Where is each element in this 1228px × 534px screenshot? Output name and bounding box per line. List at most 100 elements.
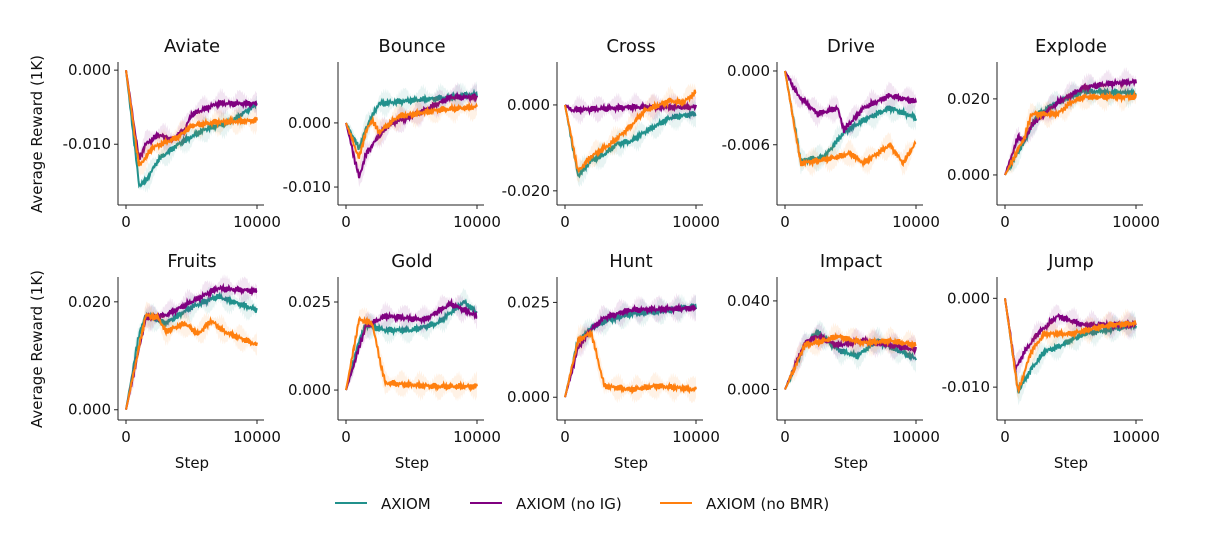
x-tick-label: 0	[121, 428, 131, 446]
subplot-explode: 0 10000 0.020 0.000 Explode	[947, 36, 1160, 231]
y-tick-label: 0.000	[288, 114, 331, 132]
std-band-2	[1005, 82, 1136, 175]
legend-label-1: AXIOM (no IG)	[516, 495, 622, 513]
y-tick-label: 0.000	[68, 61, 111, 79]
subplot-title: Drive	[827, 36, 875, 57]
subplot-title: Gold	[391, 251, 432, 272]
y-tick-label: 0.025	[288, 293, 331, 311]
x-axis-label: Step	[614, 454, 648, 472]
subplot-fruits: 0 10000 0.020 0.000 Fruits Step	[68, 251, 281, 472]
y-tick-label: -0.010	[942, 378, 990, 396]
x-tick-label: 0	[780, 213, 790, 231]
x-tick-label: 10000	[453, 428, 501, 446]
y-tick-label: 0.000	[507, 388, 550, 406]
std-band-2	[565, 83, 696, 183]
series-line-axiom-no-bmr	[125, 70, 258, 167]
x-tick-label: 0	[1000, 428, 1010, 446]
subplot-hunt: 0 10000 0.025 0.000 Hunt Step	[507, 251, 720, 472]
x-axis-label: Step	[395, 454, 429, 472]
std-band-0	[1005, 298, 1136, 406]
series-line-axiom-no-ig	[1004, 77, 1137, 176]
y-tick-label: -0.010	[63, 135, 111, 153]
subplot-title: Fruits	[167, 251, 216, 272]
series-line-axiom-no-bmr	[125, 311, 258, 410]
y-tick-label: -0.006	[722, 136, 770, 154]
subplot-bounce: 0 10000 0.000 -0.010 Bounce	[283, 36, 501, 231]
subplot-title: Impact	[820, 251, 882, 272]
y-tick-label: 0.000	[727, 62, 770, 80]
series-line-axiom-no-bmr	[345, 101, 478, 160]
std-band-2	[565, 324, 696, 404]
x-tick-label: 0	[780, 428, 790, 446]
x-tick-label: 0	[341, 213, 351, 231]
std-band-0	[565, 293, 696, 398]
series-line-axiom	[125, 70, 258, 189]
y-tick-label: 0.020	[947, 90, 990, 108]
series-line-axiom-no-bmr	[1004, 298, 1137, 394]
subplot-title: Explode	[1035, 36, 1107, 57]
x-axis-label: Step	[834, 454, 868, 472]
y-tick-label: 0.000	[947, 289, 990, 307]
series-line-axiom-no-ig	[564, 100, 697, 116]
legend-label-2: AXIOM (no BMR)	[706, 495, 829, 513]
subplot-drive: 0 10000 0.000 -0.006 Drive	[722, 36, 940, 231]
series-line-axiom-no-ig	[125, 70, 258, 160]
y-tick-label: 0.025	[507, 293, 550, 311]
series-line-axiom-no-bmr	[784, 70, 917, 168]
series-line-axiom-no-bmr	[1004, 90, 1137, 176]
x-tick-label: 10000	[453, 213, 501, 231]
x-tick-label: 0	[121, 213, 131, 231]
y-tick-label: 0.000	[288, 381, 331, 399]
legend: AXIOM AXIOM (no IG) AXIOM (no BMR)	[335, 495, 829, 513]
y-tick-label: 0.020	[68, 293, 111, 311]
subplot-title: Jump	[1047, 251, 1094, 272]
std-band-0	[346, 288, 477, 391]
x-tick-label: 0	[1000, 213, 1010, 231]
subplot-title: Aviate	[164, 36, 220, 57]
x-tick-label: 10000	[672, 428, 720, 446]
series-line-axiom-no-bmr	[784, 332, 917, 390]
subplot-aviate: 0 10000 0.000 -0.010 Aviate	[63, 36, 281, 231]
x-tick-label: 10000	[672, 213, 720, 231]
y-tick-label: 0.040	[727, 292, 770, 310]
subplot-impact: 0 10000 0.040 0.000 Impact Step	[727, 251, 940, 472]
series-line-axiom	[564, 104, 697, 179]
y-axis-label: Average Reward (1K)	[28, 270, 46, 428]
y-tick-label: 0.000	[507, 96, 550, 114]
y-tick-label: 0.000	[727, 380, 770, 398]
y-tick-label: -0.020	[502, 182, 550, 200]
x-tick-label: 10000	[233, 213, 281, 231]
subplot-title: Hunt	[609, 251, 652, 272]
subplot-title: Bounce	[378, 36, 445, 57]
std-band-2	[346, 306, 477, 402]
std-band-2	[346, 93, 477, 171]
x-tick-label: 10000	[233, 428, 281, 446]
x-axis-label: Step	[175, 454, 209, 472]
std-band-1	[1005, 298, 1136, 382]
subplot-jump: 0 10000 0.000 -0.010 Jump Step	[942, 251, 1160, 472]
series-line-axiom-no-bmr	[564, 329, 697, 398]
x-tick-label: 10000	[1112, 213, 1160, 231]
x-tick-label: 10000	[1112, 428, 1160, 446]
std-band-1	[565, 292, 696, 398]
subplot-title: Cross	[606, 36, 655, 57]
x-tick-label: 0	[560, 428, 570, 446]
subplot-gold: 0 10000 0.025 0.000 Gold Step	[288, 251, 501, 472]
std-band-1	[346, 294, 477, 391]
x-tick-label: 0	[560, 213, 570, 231]
x-axis-label: Step	[1054, 454, 1088, 472]
series-line-axiom	[784, 70, 917, 166]
y-tick-label: 0.000	[68, 401, 111, 419]
subplot-cross: 0 10000 0.000 -0.020 Cross	[502, 36, 720, 231]
y-tick-label: 0.000	[947, 166, 990, 184]
x-tick-label: 10000	[892, 428, 940, 446]
series-line-axiom-no-bmr	[345, 315, 478, 393]
series-line-axiom-no-ig	[784, 70, 917, 134]
y-axis-label: Average Reward (1K)	[28, 55, 46, 213]
std-band-1	[785, 71, 916, 138]
x-tick-label: 10000	[892, 213, 940, 231]
x-tick-label: 0	[341, 428, 351, 446]
subplots: 0 10000 0.000 -0.010 Aviate 0 10000 0.000 -0.010…	[28, 36, 1160, 472]
y-tick-label: -0.010	[283, 178, 331, 196]
